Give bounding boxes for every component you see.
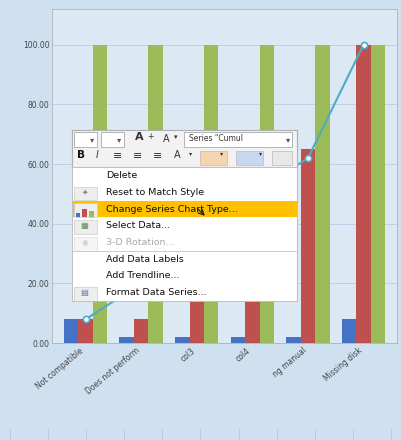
Bar [82, 209, 87, 217]
Bar [315, 44, 330, 343]
Text: ◉: ◉ [81, 238, 88, 247]
Text: ▾: ▾ [90, 135, 95, 144]
Bar [75, 203, 97, 217]
Bar [64, 319, 78, 343]
Text: Format Data Series...: Format Data Series... [106, 288, 207, 297]
Bar [286, 337, 301, 343]
Text: A: A [135, 132, 144, 143]
Text: A: A [163, 134, 170, 144]
Text: 3-D Rotation...: 3-D Rotation... [106, 238, 174, 247]
Bar [89, 211, 94, 217]
Bar [190, 253, 204, 343]
Text: ▾: ▾ [286, 135, 290, 144]
FancyBboxPatch shape [236, 151, 263, 165]
Text: B: B [77, 150, 85, 160]
Text: Reset to Match Style: Reset to Match Style [106, 188, 204, 197]
Bar [301, 149, 315, 343]
FancyBboxPatch shape [272, 151, 292, 165]
Bar [356, 44, 371, 343]
Text: Add Data Labels: Add Data Labels [106, 255, 184, 264]
Text: I: I [95, 150, 98, 160]
Bar [75, 287, 97, 301]
Bar [259, 44, 274, 343]
Text: Series "Cumul: Series "Cumul [189, 133, 243, 143]
Text: Change Series Chart Type...: Change Series Chart Type... [106, 205, 238, 213]
Bar [75, 213, 81, 217]
Bar [75, 220, 97, 234]
FancyBboxPatch shape [101, 132, 124, 147]
Text: ≡: ≡ [153, 151, 162, 161]
Bar [231, 337, 245, 343]
Text: ▾: ▾ [117, 135, 122, 144]
Text: ▾: ▾ [221, 151, 223, 157]
Bar [342, 319, 356, 343]
Text: ▾: ▾ [259, 151, 262, 157]
Bar [75, 187, 97, 201]
Bar [72, 201, 297, 217]
Bar [134, 319, 148, 343]
Bar [93, 44, 107, 343]
Bar [148, 44, 163, 343]
Bar [78, 319, 93, 343]
Bar [204, 44, 219, 343]
Bar [119, 337, 134, 343]
Bar [371, 44, 385, 343]
Text: Select Data...: Select Data... [106, 221, 170, 230]
Text: Delete: Delete [106, 171, 137, 180]
Text: ▾: ▾ [189, 151, 192, 157]
Text: ≡: ≡ [133, 151, 142, 161]
Text: ▦: ▦ [81, 221, 89, 230]
Text: +: + [148, 132, 154, 141]
FancyBboxPatch shape [200, 151, 227, 165]
Text: ✦: ✦ [81, 188, 88, 197]
Text: ▾: ▾ [174, 134, 178, 140]
FancyBboxPatch shape [184, 132, 292, 147]
Text: ≡: ≡ [112, 151, 122, 161]
Text: ▤: ▤ [81, 288, 89, 297]
Bar [75, 237, 97, 251]
Bar [175, 337, 190, 343]
Bar [245, 194, 259, 343]
Text: A: A [174, 150, 181, 160]
Text: Add Trendline...: Add Trendline... [106, 271, 179, 280]
FancyBboxPatch shape [75, 132, 97, 147]
